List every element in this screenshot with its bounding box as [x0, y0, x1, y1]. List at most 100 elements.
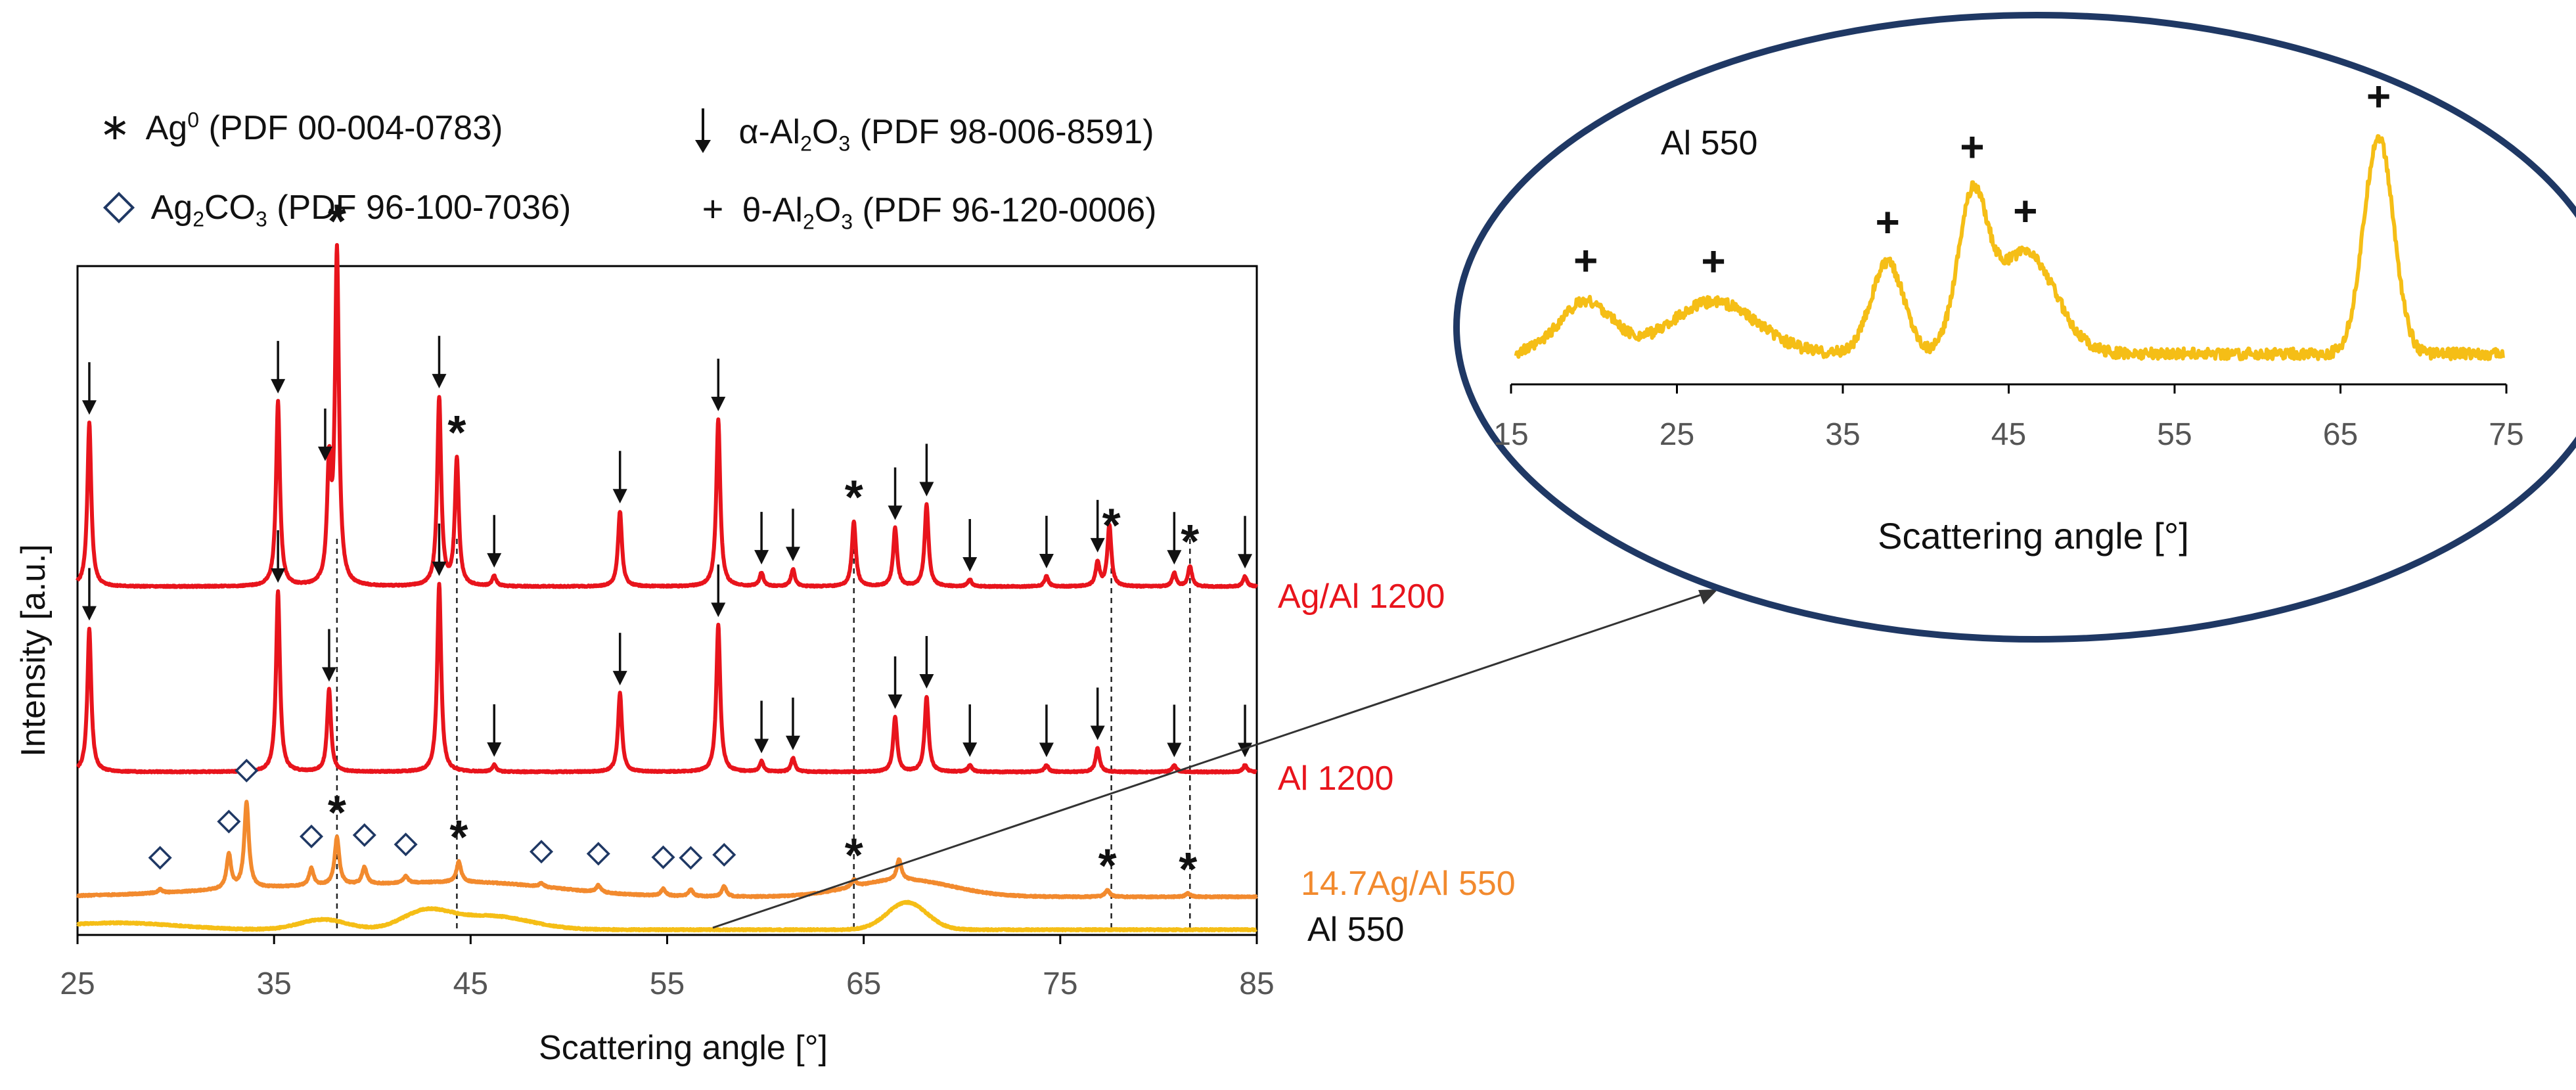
down-arrow-head — [487, 742, 502, 757]
star-marker: * — [1102, 500, 1121, 553]
main-x-tick-label: 35 — [256, 966, 291, 1001]
zoom-connector-line — [712, 590, 1712, 929]
legend-ag2co3-name: Ag2CO3 — [150, 189, 267, 231]
inset-x-tick-label: 55 — [2157, 417, 2192, 452]
down-arrow-head — [1238, 554, 1253, 569]
main-x-tick-label: 45 — [453, 966, 488, 1001]
legend-ag0-ref: (PDF 00-004-0783) — [208, 109, 503, 147]
down-arrow-head — [1039, 742, 1054, 758]
down-arrow-head — [81, 606, 97, 621]
down-arrow-head — [81, 400, 97, 415]
down-arrow-head — [271, 568, 286, 583]
star-marker: * — [1181, 516, 1199, 568]
star-icon: ∗ — [99, 106, 131, 147]
plus-marker: + — [1701, 237, 1725, 284]
series-line-al-1200 — [76, 581, 1258, 775]
plus-marker: + — [1960, 123, 1984, 170]
down-arrow-head — [785, 547, 800, 562]
inset-x-axis: 15 25 35 45 55 65 75 — [1493, 383, 2524, 452]
down-arrow-head — [962, 556, 978, 572]
star-marker: * — [1098, 840, 1117, 893]
down-arrow-head — [612, 489, 627, 504]
inset-x-tick-label: 45 — [1991, 417, 2026, 452]
inset-x-tick-label: 65 — [2323, 417, 2358, 452]
inset-x-axis-label: Scattering angle [°] — [1878, 515, 2189, 556]
inset-oval — [1453, 12, 2576, 643]
inset-x-tick-label: 35 — [1825, 417, 1860, 452]
inset-x-tick-label: 25 — [1660, 417, 1694, 452]
inset-series-group — [1514, 134, 2505, 361]
down-arrow-head — [919, 482, 934, 497]
diamond-marker — [299, 825, 324, 849]
down-arrow-head — [432, 374, 447, 389]
inset-title: Al 550 — [1661, 124, 1757, 162]
diamond-marker — [679, 846, 703, 870]
legend-theta-ref: (PDF 96-120-0006) — [862, 191, 1157, 229]
inset-x-tick-label: 15 — [1493, 417, 1528, 452]
plus-marker: + — [1875, 198, 1899, 246]
plus-marker: + — [2366, 73, 2391, 120]
main-dashed-lines — [336, 539, 1191, 930]
series-line-al-550 — [76, 899, 1258, 932]
diamond-marker — [651, 845, 675, 869]
down-arrow-head — [888, 505, 903, 520]
legend-alpha: α-Al2O3 (PDF 98-006-8591) — [690, 108, 1154, 160]
legend-alpha-name: α-Al2O3 — [738, 113, 851, 156]
down-arrow-head — [919, 674, 934, 689]
legend-ag0: ∗ Ag0 (PDF 00-004-0783) — [92, 106, 503, 147]
diamond-marker — [530, 840, 554, 864]
down-arrow-head — [612, 671, 627, 686]
diamond-marker — [235, 758, 259, 783]
star-marker: * — [1179, 844, 1197, 896]
down-arrow-head — [711, 396, 726, 411]
plus-icon: + — [702, 188, 724, 229]
legend-ag0-name: Ag0 — [145, 108, 199, 147]
main-x-tick-label: 65 — [846, 966, 881, 1001]
inset-plus-markers: + + + + + + — [1573, 73, 2391, 285]
down-arrow-head — [754, 738, 769, 754]
legend-theta: + θ-Al2O3 (PDF 96-120-0006) — [693, 188, 1157, 234]
series-label-al-1200: Al 1200 — [1278, 760, 1393, 798]
star-marker: * — [328, 196, 346, 248]
down-arrow-head — [317, 446, 332, 461]
legend-theta-name: θ-Al2O3 — [742, 191, 853, 234]
main-y-axis-label: Intensity [a.u.] — [14, 544, 53, 757]
main-plot-frame — [76, 265, 1258, 936]
down-arrow-head — [321, 667, 336, 682]
legend-ag2co3: Ag2CO3 (PDF 96-100-7036) — [99, 191, 571, 229]
diamond-marker — [712, 842, 736, 867]
diamond-marker — [352, 823, 376, 848]
down-arrow-head — [1090, 725, 1105, 740]
series-line-14-7ag-al-550 — [76, 800, 1258, 899]
legend-alpha-ref: (PDF 98-006-8591) — [859, 113, 1154, 152]
diamond-marker — [394, 832, 418, 857]
main-x-tick-label: 85 — [1239, 966, 1274, 1001]
down-arrow-head — [1090, 537, 1105, 553]
star-marker: * — [449, 811, 468, 864]
diamond-marker — [217, 809, 241, 834]
down-arrow-icon — [690, 108, 729, 160]
down-arrow-head — [1167, 550, 1182, 565]
star-marker: * — [845, 472, 863, 524]
down-arrow-head — [271, 378, 286, 394]
series-label-ag-al-550: 14.7Ag/Al 550 — [1301, 865, 1516, 903]
legend-ag2co3-ref: (PDF 96-100-7036) — [277, 189, 572, 227]
down-arrow-head — [487, 553, 502, 568]
plus-marker: + — [2013, 187, 2037, 235]
zoom-connector-arrowhead — [1698, 589, 1718, 604]
diamond-marker — [148, 846, 172, 870]
main-series-group — [76, 242, 1259, 932]
down-arrow-head — [1039, 554, 1054, 569]
inset-series-line-al-550 — [1514, 134, 2505, 361]
series-line-ag-al-1200 — [76, 242, 1259, 589]
star-marker: * — [845, 830, 863, 882]
series-label-ag-al-1200: Ag/Al 1200 — [1278, 578, 1445, 616]
series-label-al-550: Al 550 — [1307, 911, 1404, 949]
down-arrow-head — [962, 742, 978, 758]
down-arrow-head — [754, 550, 769, 565]
inset-x-tick-label: 75 — [2489, 417, 2523, 452]
star-marker: * — [328, 787, 346, 840]
main-x-tick-label: 25 — [60, 966, 95, 1001]
down-arrow-head — [1167, 742, 1182, 758]
